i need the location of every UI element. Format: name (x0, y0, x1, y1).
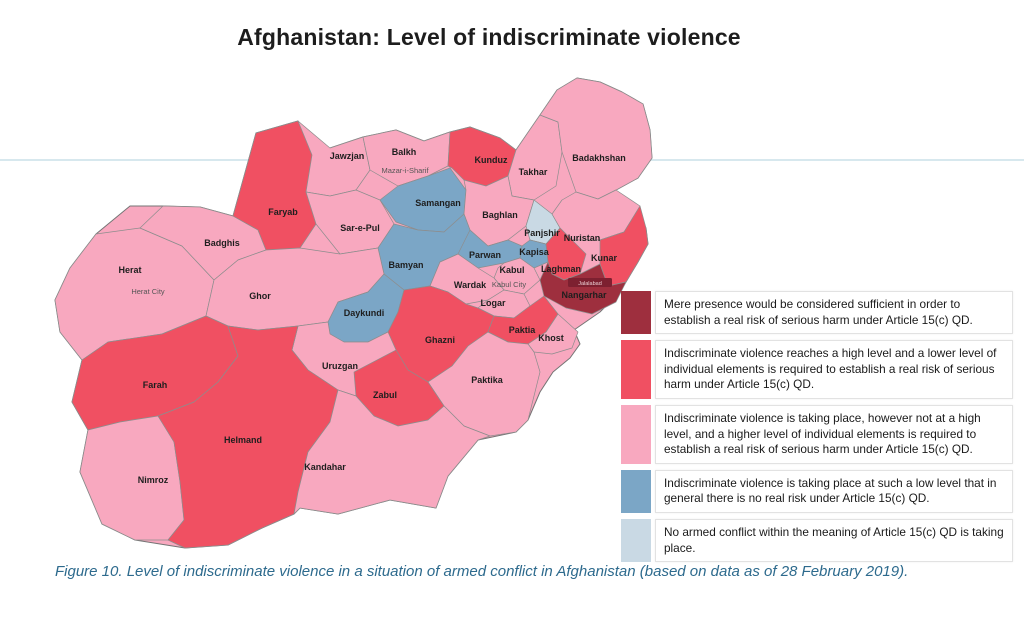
legend-text-low_level: Indiscriminate violence is taking place … (655, 469, 1013, 513)
province-label-sar-e-pul: Sar-e-Pul (340, 223, 380, 233)
province-label-kunar: Kunar (591, 253, 618, 263)
legend-text-mere_presence: Mere presence would be considered suffic… (655, 291, 1013, 335)
legend-text-high_level: Indiscriminate violence reaches a high l… (655, 340, 1013, 399)
province-label-logar: Logar (480, 298, 505, 308)
province-label-samangan: Samangan (415, 198, 461, 208)
province-label-herat: Herat (118, 265, 141, 275)
figure-caption: Figure 10. Level of indiscriminate viole… (55, 563, 909, 580)
province-kunar (599, 205, 649, 287)
province-label-jawzjan: Jawzjan (330, 151, 365, 161)
province-badakhshan (539, 77, 653, 200)
legend-swatch-no_conflict (621, 518, 651, 563)
province-baghlan (463, 175, 535, 247)
legend-item-mere_presence: Mere presence would be considered suffic… (621, 291, 1013, 335)
city-badge-jalalabad (568, 278, 612, 287)
legend-swatch-not_high_level (621, 404, 651, 464)
page-title: Afghanistan: Level of indiscriminate vio… (237, 24, 741, 50)
province-label-kunduz: Kunduz (475, 155, 508, 165)
legend-text-not_high_level: Indiscriminate violence is taking place,… (655, 404, 1013, 464)
legend-item-high_level: Indiscriminate violence reaches a high l… (621, 340, 1013, 399)
city-label-jalalabad: Jalalabad (578, 281, 602, 287)
legend: Mere presence would be considered suffic… (621, 291, 1013, 563)
province-label-nangarhar: Nangarhar (561, 290, 607, 300)
legend-item-low_level: Indiscriminate violence is taking place … (621, 469, 1013, 513)
legend-swatch-mere_presence (621, 291, 651, 335)
province-label-panjshir: Panjshir (524, 228, 560, 238)
province-label-nuristan: Nuristan (564, 233, 601, 243)
province-label-paktika: Paktika (471, 375, 504, 385)
province-label-badghis: Badghis (204, 238, 240, 248)
legend-swatch-low_level (621, 469, 651, 513)
province-label-balkh: Balkh (392, 147, 417, 157)
province-label-nimroz: Nimroz (138, 475, 169, 485)
province-kandahar (293, 389, 491, 515)
city-label-kabul-city: Kabul City (492, 280, 526, 289)
province-label-kandahar: Kandahar (304, 462, 346, 472)
province-label-daykundi: Daykundi (344, 308, 385, 318)
province-label-wardak: Wardak (454, 280, 487, 290)
province-label-faryab: Faryab (268, 207, 298, 217)
legend-item-no_conflict: No armed conflict within the meaning of … (621, 518, 1013, 563)
province-label-khost: Khost (538, 333, 564, 343)
city-label-mazar-i-sharif: Mazar-i-Sharif (381, 166, 429, 175)
province-label-farah: Farah (143, 380, 168, 390)
province-label-kapisa: Kapisa (519, 247, 550, 257)
province-label-zabul: Zabul (373, 390, 397, 400)
province-label-uruzgan: Uruzgan (322, 361, 358, 371)
province-label-paktia: Paktia (509, 325, 537, 335)
province-label-badakhshan: Badakhshan (572, 153, 626, 163)
province-nimroz (79, 415, 185, 541)
province-label-ghazni: Ghazni (425, 335, 455, 345)
city-label-herat-city: Herat City (131, 287, 165, 296)
province-label-bamyan: Bamyan (388, 260, 423, 270)
province-takhar (507, 114, 563, 201)
legend-text-no_conflict: No armed conflict within the meaning of … (655, 518, 1013, 563)
province-label-kabul: Kabul (499, 265, 524, 275)
legend-item-not_high_level: Indiscriminate violence is taking place,… (621, 404, 1013, 464)
province-label-takhar: Takhar (519, 167, 548, 177)
afghanistan-map: Herat Badghis Faryab Jawzjan Balkh Sar-e-Pul S… (54, 77, 653, 549)
province-label-helmand: Helmand (224, 435, 262, 445)
province-label-parwan: Parwan (469, 250, 501, 260)
province-label-baghlan: Baghlan (482, 210, 518, 220)
province-label-laghman: Laghman (541, 264, 581, 274)
province-khost (527, 313, 579, 355)
province-label-ghor: Ghor (249, 291, 271, 301)
legend-swatch-high_level (621, 340, 651, 399)
